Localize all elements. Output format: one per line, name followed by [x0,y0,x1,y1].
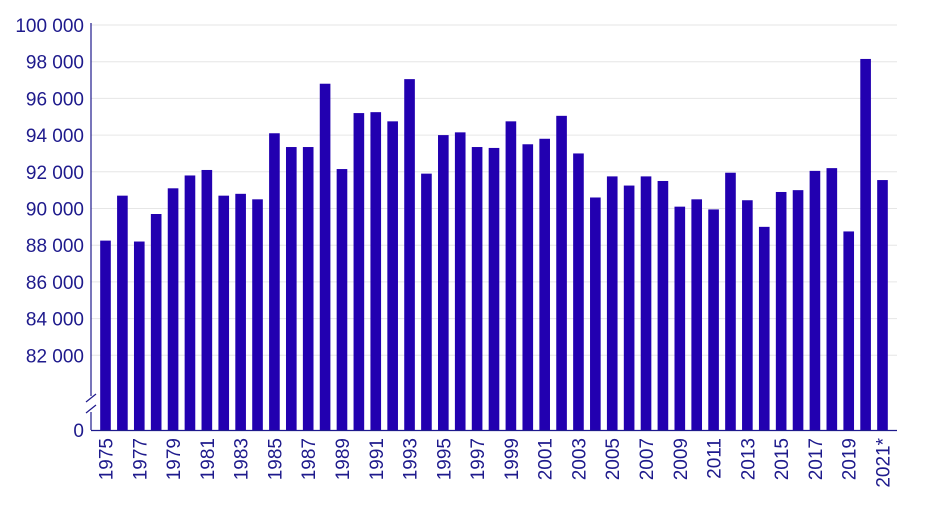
axis-break-mark [85,404,97,414]
axis-break-mark [85,393,97,403]
bar-1975 [100,240,111,430]
bar-1995 [438,135,449,430]
y-axis: 82 000 84 000 86 000 88 000 90 000 92 000 94 0… [15,16,97,442]
bar-2018 [826,168,838,430]
bar-1981 [201,169,213,430]
x-tick-label: 2017 [806,438,827,480]
bar-1982 [218,195,230,430]
bar-1978 [150,214,162,430]
y-tick-label-zero: 0 [73,421,84,442]
bar-2015 [775,191,787,430]
bar-1991 [370,112,382,430]
x-tick-label: 2005 [603,438,624,480]
x-tick-label: 2021* [874,437,895,487]
x-tick-label: 2007 [637,438,658,480]
bar-1985 [269,133,280,430]
x-tick-label: 1991 [367,438,388,480]
y-tick-label: 94 000 [26,126,84,147]
bar-1996 [454,132,466,430]
x-tick-label: 2011 [705,438,726,479]
bar-2004 [590,197,601,430]
x-tick-label: 1985 [265,438,286,480]
y-tick-label: 82 000 [26,346,84,367]
bar-1986 [285,147,297,430]
x-tick-label: 1975 [97,438,118,480]
y-tick-label: 84 000 [26,310,84,331]
y-tick-label: 92 000 [26,163,84,184]
bar-1993 [404,79,415,430]
bar-1984 [252,199,263,430]
x-tick-label: 1979 [164,438,185,480]
bar-1992 [387,121,398,430]
y-tick-label: 86 000 [26,273,84,294]
bar-1990 [353,113,365,430]
x-tick-label: 2015 [772,438,793,480]
x-tick-label: 2009 [671,438,692,480]
bar-2016 [792,190,804,430]
bar-2000 [522,144,534,430]
y-tick-label: 90 000 [26,200,84,221]
x-tick-label: 1995 [434,438,455,480]
x-axis: 1975 1977 1979 1981 1983 1985 1987 1989 1991 1993… [91,429,897,488]
bar-2005 [606,176,618,430]
x-tick-label: 1999 [502,438,523,480]
x-tick-label: 2001 [536,438,557,480]
y-tick-label: 100 000 [15,16,84,37]
x-tick-label: 1989 [333,438,354,480]
y-tick-label: 98 000 [26,53,84,74]
bar-2012 [725,172,736,430]
bar-1998 [488,147,500,430]
bar-2013 [742,200,753,430]
bar-2021* [877,180,888,430]
bar-2014 [758,226,770,430]
bar-2001 [539,138,550,430]
bar-2008 [657,180,669,430]
bar-1977 [133,241,145,430]
bar-2019 [843,231,855,430]
bar-1976 [117,195,128,430]
bar-2002 [556,115,567,430]
bar-1994 [421,173,432,431]
bar-2006 [623,185,635,430]
bar-2003 [573,153,584,430]
x-tick-label: 2013 [738,438,759,480]
bar-1999 [505,121,517,430]
y-tick-label: 88 000 [26,236,84,257]
bar-2010 [691,199,703,430]
bar-2017 [809,170,821,430]
bar-2011 [708,209,719,430]
x-tick-label: 1997 [468,438,489,480]
x-tick-label: 2003 [569,438,590,480]
x-tick-label: 1993 [401,438,422,480]
bar-1983 [235,193,246,430]
bar-1979 [167,188,179,430]
x-tick-label: 2019 [840,438,861,480]
bar-2009 [674,206,686,430]
x-tick-label: 1987 [299,438,320,480]
x-tick-label: 1981 [198,438,219,480]
bar-2007 [640,176,652,430]
x-tick-label: 1983 [232,438,253,480]
bar-1988 [319,83,331,430]
bar-2020 [860,58,871,430]
bar-1989 [336,169,348,431]
bars [100,58,888,431]
bar-1987 [302,147,314,430]
y-tick-label: 96 000 [26,89,84,110]
bar-1980 [184,175,196,430]
bar-1997 [471,147,483,430]
x-tick-label: 1977 [130,438,151,480]
